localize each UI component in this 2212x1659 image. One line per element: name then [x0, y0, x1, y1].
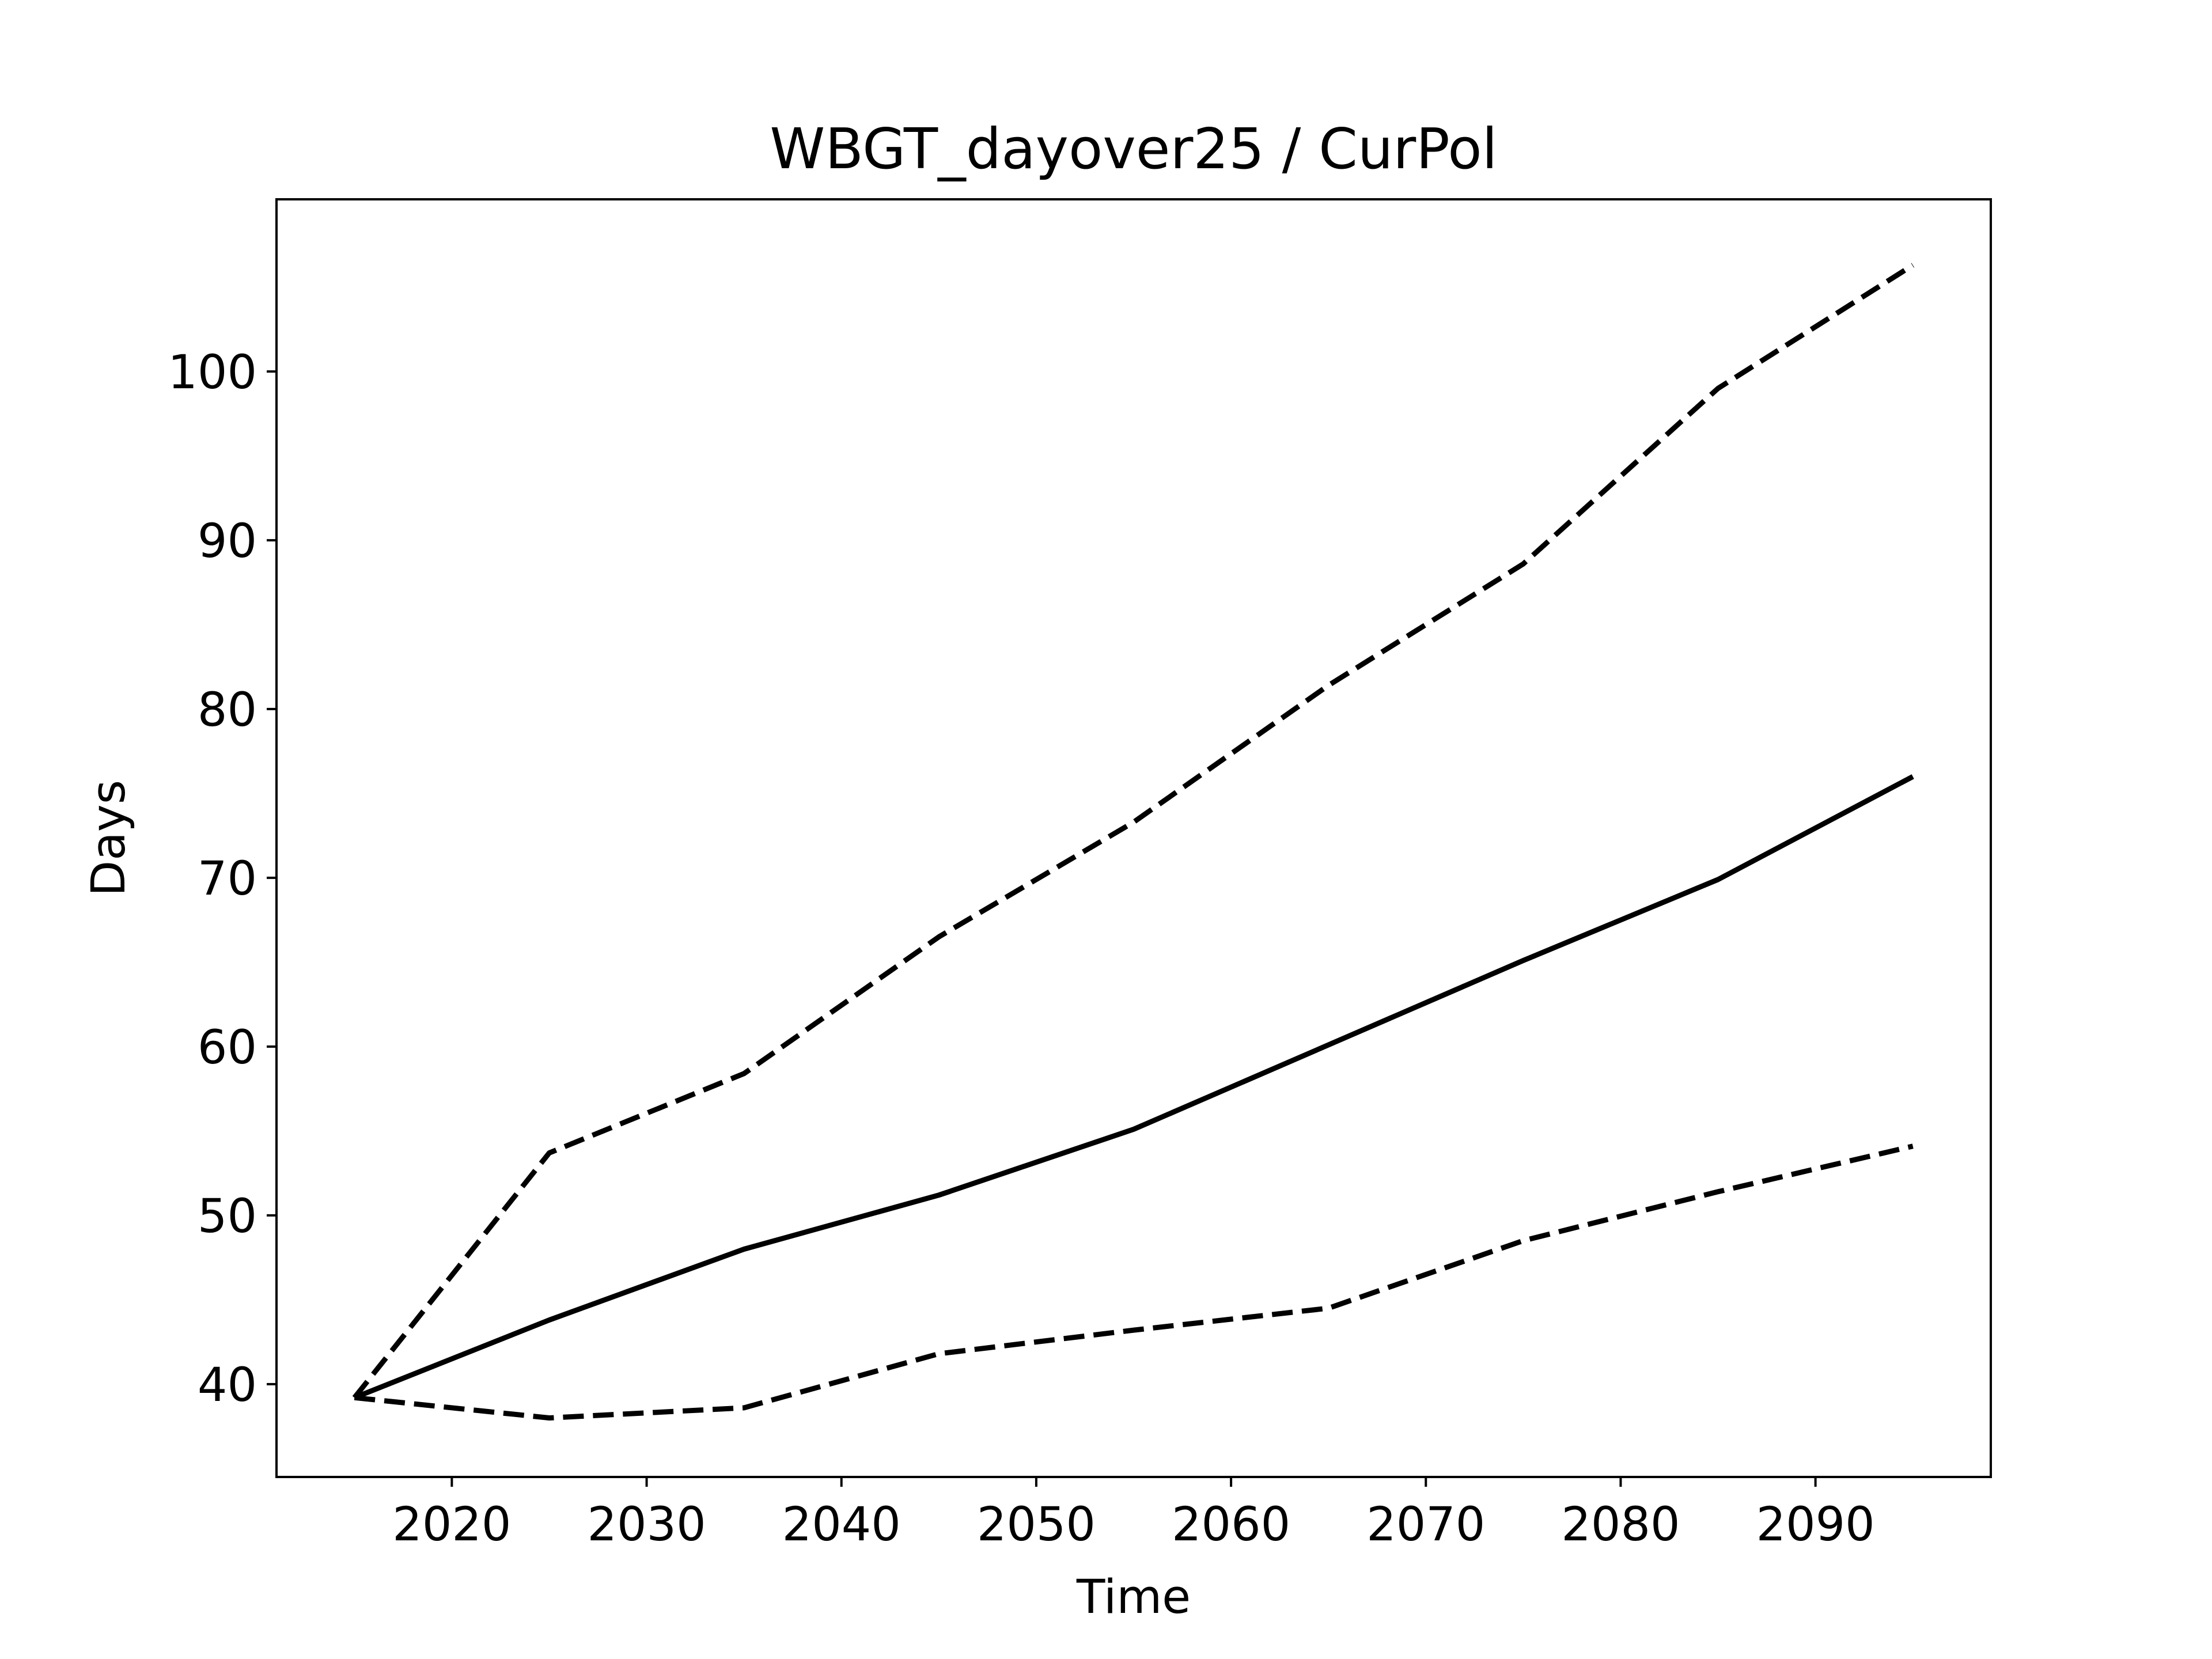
- x-tick-label: 2050: [977, 1498, 1096, 1552]
- x-tick-label: 2080: [1561, 1498, 1680, 1552]
- x-tick-label: 2090: [1756, 1498, 1875, 1552]
- series-line-0: [353, 774, 1914, 1400]
- y-tick-label: 80: [198, 683, 257, 737]
- tick-layer: 2020 2030 2040 2050 2060 2070 2080 2090 40 50 60 70…: [168, 346, 1874, 1552]
- y-axis-label: Days: [82, 780, 136, 896]
- y-tick-label: 100: [168, 346, 257, 400]
- y-tick-label: 60: [198, 1021, 257, 1075]
- y-tick-label: 50: [198, 1190, 257, 1244]
- x-tick-label: 2060: [1172, 1498, 1290, 1552]
- plot-frame: [275, 198, 1992, 1478]
- x-tick-label: 2070: [1366, 1498, 1485, 1552]
- x-tick-label: 2020: [392, 1498, 511, 1552]
- y-tick-label: 70: [198, 852, 257, 906]
- y-tick-label: 90: [198, 514, 257, 569]
- y-tick-label: 40: [198, 1358, 257, 1412]
- x-axis-label: Time: [1076, 1570, 1191, 1624]
- chart-title: WBGT_dayover25 / CurPol: [770, 116, 1497, 181]
- series-line-2: [354, 1143, 1914, 1421]
- x-tick-label: 2040: [782, 1498, 901, 1552]
- series-layer: [352, 263, 1915, 1421]
- series-line-1: [352, 263, 1915, 1400]
- x-tick-label: 2030: [587, 1498, 706, 1552]
